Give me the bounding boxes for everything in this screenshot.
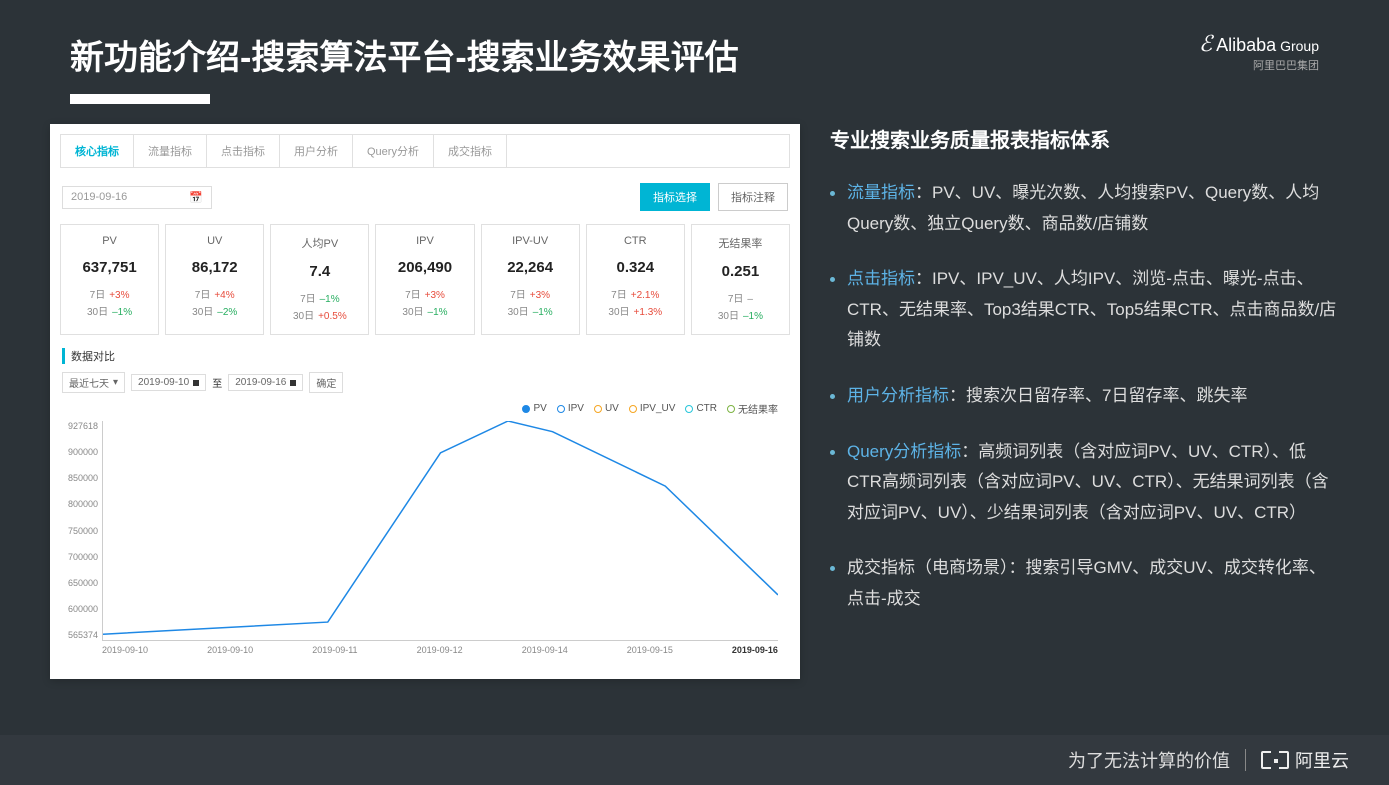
metric-note-button[interactable]: 指标注释 — [718, 183, 788, 211]
metric-card[interactable]: UV 86,172 7日+4% 30日–2% — [165, 224, 264, 335]
metric-change-30d: 30日–2% — [172, 303, 257, 318]
confirm-button[interactable]: 确定 — [309, 372, 343, 393]
y-axis: 9276189000008500008000007500007000006500… — [58, 421, 98, 640]
date-from[interactable]: 2019-09-10 — [131, 374, 206, 391]
legend-item[interactable]: IPV — [557, 401, 584, 416]
footer-slogan: 为了无法计算的价值 — [1068, 747, 1230, 773]
calendar-icon: 📅 — [189, 191, 203, 204]
slide-title: 新功能介绍-搜索算法平台-搜索业务效果评估 — [70, 30, 739, 79]
date-to[interactable]: 2019-09-16 — [228, 374, 303, 391]
metric-change-7d: 7日–1% — [277, 290, 362, 305]
legend-item[interactable]: CTR — [685, 401, 717, 416]
chart-legend: PV IPV UV IPV_UV CTR 无结果率 — [62, 401, 788, 416]
tab-bar: 核心指标流量指标点击指标用户分析Query分析成交指标 — [60, 134, 790, 168]
to-label: 至 — [212, 375, 222, 390]
chart-controls: 最近七天 ▾ 2019-09-10 至 2019-09-16 确定 — [62, 372, 788, 393]
date-picker[interactable]: 2019-09-16 📅 — [62, 186, 212, 209]
tab-2[interactable]: 点击指标 — [207, 135, 280, 167]
legend-item[interactable]: 无结果率 — [727, 401, 778, 416]
metric-name: PV — [67, 235, 152, 247]
right-panel-title: 专业搜索业务质量报表指标体系 — [830, 124, 1339, 153]
x-axis: 2019-09-102019-09-102019-09-112019-09-12… — [102, 645, 778, 655]
bullet-item: Query分析指标：高频词列表（含对应词PV、UV、CTR）、低CTR高频词列表… — [830, 437, 1339, 529]
metric-change-7d: 7日+4% — [172, 286, 257, 301]
metric-value: 206,490 — [382, 259, 467, 276]
metric-select-button[interactable]: 指标选择 — [640, 183, 710, 211]
metric-value: 0.251 — [698, 263, 783, 280]
metric-value: 22,264 — [488, 259, 573, 276]
line-chart: 9276189000008500008000007500007000006500… — [102, 421, 778, 641]
bullet-list: 流量指标：PV、UV、曝光次数、人均搜索PV、Query数、人均Query数、独… — [830, 178, 1339, 615]
alibaba-logo: ℰ Alibaba Group 阿里巴巴集团 — [1199, 30, 1319, 73]
metric-name: CTR — [593, 235, 678, 247]
chart-section-title: 数据对比 — [62, 348, 788, 364]
metric-card[interactable]: 无结果率 0.251 7日– 30日–1% — [691, 224, 790, 335]
aliyun-logo: 阿里云 — [1261, 747, 1349, 773]
bullet-item: 点击指标：IPV、IPV_UV、人均IPV、浏览-点击、曝光-点击、CTR、无结… — [830, 264, 1339, 356]
metric-change-30d: 30日–1% — [382, 303, 467, 318]
metric-change-30d: 30日+0.5% — [277, 307, 362, 322]
footer: 为了无法计算的价值 阿里云 — [0, 735, 1389, 785]
bullet-item: 流量指标：PV、UV、曝光次数、人均搜索PV、Query数、人均Query数、独… — [830, 178, 1339, 239]
metric-change-7d: 7日+2.1% — [593, 286, 678, 301]
metric-change-30d: 30日–1% — [698, 307, 783, 322]
legend-item[interactable]: PV — [522, 401, 546, 416]
metric-name: IPV-UV — [488, 235, 573, 247]
metric-card[interactable]: IPV 206,490 7日+3% 30日–1% — [375, 224, 474, 335]
metric-value: 7.4 — [277, 263, 362, 280]
metric-card[interactable]: PV 637,751 7日+3% 30日–1% — [60, 224, 159, 335]
tab-1[interactable]: 流量指标 — [134, 135, 207, 167]
metric-change-30d: 30日–1% — [67, 303, 152, 318]
metric-change-7d: 7日+3% — [67, 286, 152, 301]
metric-change-30d: 30日–1% — [488, 303, 573, 318]
tab-3[interactable]: 用户分析 — [280, 135, 353, 167]
metric-change-7d: 7日+3% — [488, 286, 573, 301]
metric-name: 人均PV — [277, 235, 362, 251]
metric-card[interactable]: 人均PV 7.4 7日–1% 30日+0.5% — [270, 224, 369, 335]
metric-change-30d: 30日+1.3% — [593, 303, 678, 318]
metric-value: 0.324 — [593, 259, 678, 276]
tab-5[interactable]: 成交指标 — [434, 135, 507, 167]
tab-0[interactable]: 核心指标 — [61, 135, 134, 167]
tab-4[interactable]: Query分析 — [353, 135, 434, 167]
metric-card[interactable]: CTR 0.324 7日+2.1% 30日+1.3% — [586, 224, 685, 335]
metric-value: 86,172 — [172, 259, 257, 276]
range-select[interactable]: 最近七天 ▾ — [62, 372, 125, 393]
legend-item[interactable]: IPV_UV — [629, 401, 676, 416]
bullet-item: 用户分析指标：搜索次日留存率、7日留存率、跳失率 — [830, 381, 1339, 412]
metric-change-7d: 7日– — [698, 290, 783, 305]
metric-value: 637,751 — [67, 259, 152, 276]
bullet-item: 成交指标（电商场景）：搜索引导GMV、成交UV、成交转化率、点击-成交 — [830, 553, 1339, 614]
metric-cards-row: PV 637,751 7日+3% 30日–1% UV 86,172 7日+4% … — [50, 216, 800, 343]
metric-name: 无结果率 — [698, 235, 783, 251]
metric-card[interactable]: IPV-UV 22,264 7日+3% 30日–1% — [481, 224, 580, 335]
metric-name: UV — [172, 235, 257, 247]
metric-change-7d: 7日+3% — [382, 286, 467, 301]
metric-name: IPV — [382, 235, 467, 247]
title-underline — [70, 94, 210, 104]
legend-item[interactable]: UV — [594, 401, 619, 416]
dashboard-panel: 核心指标流量指标点击指标用户分析Query分析成交指标 2019-09-16 📅… — [50, 124, 800, 679]
